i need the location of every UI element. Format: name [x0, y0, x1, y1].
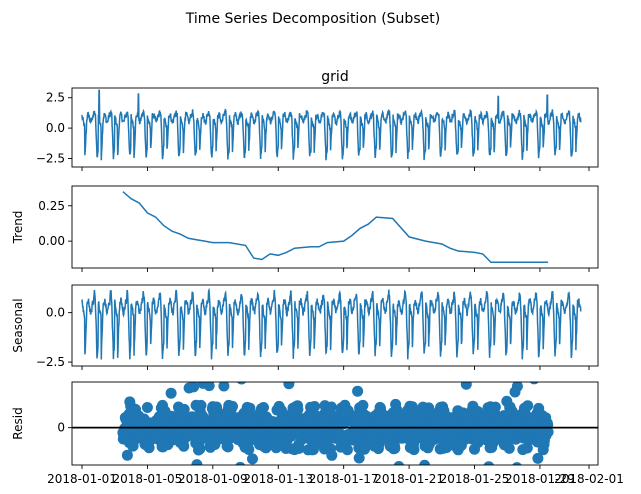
- resid-point: [326, 449, 338, 461]
- resid-point: [389, 442, 401, 454]
- resid-point: [460, 382, 472, 390]
- resid-point: [141, 402, 153, 413]
- resid-point: [512, 462, 522, 465]
- x-tick-label: 2018-01-29: [505, 472, 575, 486]
- y-axis-label-trend: Trend: [11, 211, 25, 245]
- resid-point: [258, 402, 269, 413]
- x-tick-label: 2018-01-25: [440, 472, 510, 486]
- resid-point: [178, 403, 190, 415]
- panel-frame-trend: [71, 185, 599, 269]
- grid-series-line: [81, 89, 582, 161]
- resid-point: [188, 382, 200, 393]
- plot-area-trend: [122, 191, 549, 264]
- resid-point: [353, 452, 365, 464]
- y-tick-label: 2.5: [46, 91, 65, 105]
- x-tick-label: 2018-01-05: [113, 472, 183, 486]
- resid-point: [191, 459, 203, 465]
- y-tick-label: −2.5: [36, 355, 65, 369]
- resid-point: [521, 442, 533, 454]
- resid-point: [359, 443, 370, 455]
- resid-point: [203, 382, 215, 392]
- resid-point: [352, 385, 364, 397]
- x-tick-label: 2018-01-21: [374, 472, 444, 486]
- figure-title: Time Series Decomposition (Subset): [185, 11, 440, 27]
- panels: −2.5 0.0 2.5 grid 0.00 0.25 Trend −2.5 0.0 Season…: [11, 69, 599, 469]
- resid-point: [292, 403, 304, 415]
- resid-point: [283, 382, 295, 390]
- resid-point: [419, 459, 431, 465]
- resid-point: [522, 400, 534, 412]
- resid-point: [511, 382, 523, 392]
- panel-trend: 0.00 0.25 Trend: [11, 185, 599, 272]
- panel-frame-grid: [71, 87, 599, 168]
- plot-area-seasonal: [81, 287, 582, 360]
- resid-point: [309, 401, 321, 412]
- resid-point: [227, 400, 238, 412]
- resid-point: [178, 440, 190, 452]
- x-tick-label: 2018-01-09: [178, 472, 248, 486]
- resid-point: [235, 461, 246, 465]
- x-tick-label: 2018-02-01: [554, 472, 624, 486]
- seasonal-series-line: [81, 287, 582, 360]
- resid-point: [165, 387, 177, 399]
- panel-resid: 0 Resid: [11, 381, 599, 469]
- panel-seasonal: −2.5 0.0 Seasonal: [11, 284, 599, 370]
- plot-area-resid: [72, 382, 598, 465]
- panel-title-grid: grid: [321, 69, 348, 85]
- resid-point: [194, 443, 206, 455]
- y-tick-label: 0.0: [46, 306, 65, 320]
- resid-point: [197, 410, 209, 422]
- resid-point: [529, 382, 539, 385]
- resid-point: [243, 444, 255, 455]
- y-tick-label: 0.25: [38, 199, 65, 213]
- resid-point: [483, 461, 495, 465]
- y-tick-label: 0: [57, 421, 65, 435]
- resid-point: [542, 426, 554, 438]
- resid-point: [121, 449, 133, 461]
- resid-point: [325, 401, 337, 413]
- resid-point: [408, 444, 420, 456]
- y-axis-label-resid: Resid: [11, 407, 25, 439]
- resid-point: [532, 452, 544, 464]
- panel-grid: −2.5 0.0 2.5 grid: [36, 69, 599, 171]
- x-axis-tick-labels: 2018-01-012018-01-052018-01-092018-01-13…: [47, 472, 624, 486]
- resid-point: [195, 399, 207, 411]
- resid-point: [236, 382, 247, 385]
- resid-point: [247, 453, 258, 465]
- plot-area-grid: [81, 89, 582, 161]
- resid-point: [260, 442, 272, 454]
- x-tick-label: 2018-01-01: [47, 472, 117, 486]
- resid-point: [357, 399, 369, 411]
- resid-point: [503, 442, 515, 454]
- y-tick-label: −2.5: [36, 151, 65, 165]
- panel-frame-resid: [71, 381, 599, 466]
- y-tick-label: 0.0: [46, 121, 65, 135]
- y-tick-label: 0.00: [38, 234, 65, 248]
- resid-point: [441, 442, 453, 453]
- resid-point: [218, 382, 230, 392]
- x-tick-label: 2018-01-13: [243, 472, 313, 486]
- resid-point: [393, 461, 405, 465]
- resid-point: [341, 444, 353, 456]
- x-tick-label: 2018-01-17: [309, 472, 379, 486]
- resid-point: [293, 442, 305, 454]
- panel-frame-seasonal: [71, 284, 599, 367]
- trend-line: [122, 191, 549, 264]
- y-axis-label-seasonal: Seasonal: [11, 298, 25, 352]
- resid-point: [244, 402, 256, 414]
